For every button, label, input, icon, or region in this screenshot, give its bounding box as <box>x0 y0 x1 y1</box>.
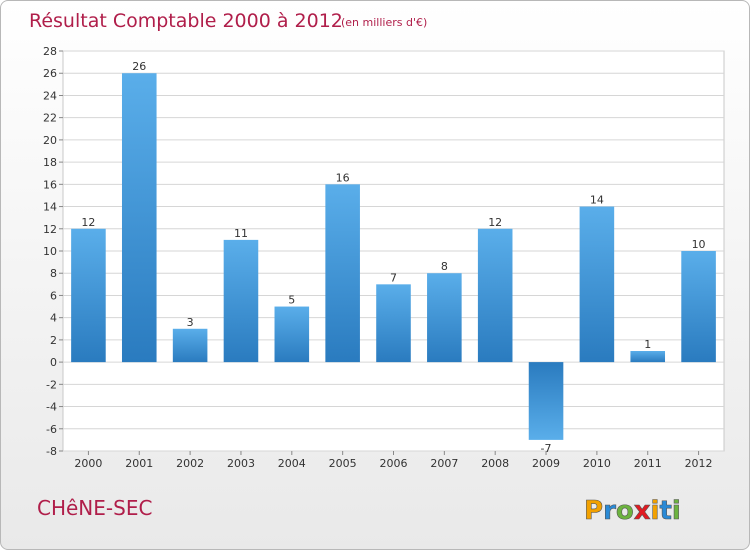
data-label-2007: 8 <box>441 260 448 273</box>
y-tick-label: 22 <box>43 112 57 125</box>
bar-2003 <box>223 239 259 363</box>
y-tick-label: 0 <box>50 356 57 369</box>
data-label-2006: 7 <box>390 271 397 284</box>
proxiti-logo: Proxiti <box>584 496 681 526</box>
bar-2009 <box>528 362 564 440</box>
y-tick-label: -8 <box>46 445 57 458</box>
chart-title: Résultat Comptable 2000 à 2012 <box>29 10 343 32</box>
logo-letter: i <box>672 496 681 526</box>
bar-2010 <box>579 206 615 363</box>
bar-2008 <box>477 228 513 363</box>
x-tick-label-2004: 2004 <box>278 457 306 470</box>
data-label-2008: 12 <box>488 216 502 229</box>
logo-letter: r <box>603 496 616 526</box>
y-tick-label: 28 <box>43 45 57 58</box>
x-tick-label-2006: 2006 <box>380 457 408 470</box>
y-tick-label: 10 <box>43 245 57 258</box>
x-tick-label-2007: 2007 <box>430 457 458 470</box>
y-tick-label: 24 <box>43 89 57 102</box>
bar-2002 <box>172 328 208 363</box>
bar-2006 <box>376 284 411 363</box>
logo-letter: x <box>634 496 651 526</box>
bar-2011 <box>630 351 666 363</box>
logo-letter: t <box>659 496 671 526</box>
x-tick-label-2003: 2003 <box>227 457 255 470</box>
data-label-2005: 16 <box>336 171 350 184</box>
data-label-2004: 5 <box>288 294 295 307</box>
data-label-2012: 10 <box>692 238 706 251</box>
y-tick-label: 6 <box>50 289 57 302</box>
y-tick-label: 8 <box>50 267 57 280</box>
bars <box>71 73 716 440</box>
x-tick-label-2001: 2001 <box>125 457 153 470</box>
data-label-2001: 26 <box>132 60 146 73</box>
data-label-2010: 14 <box>590 194 604 207</box>
x-tick-label-2005: 2005 <box>329 457 357 470</box>
data-labels: 12 26 3 11 5 16 7 8 12 -7 14 1 10 <box>81 60 705 455</box>
y-tick-label: -4 <box>46 401 57 414</box>
data-label-2003: 11 <box>234 227 248 240</box>
bar-2000 <box>71 228 106 363</box>
y-tick-label: 16 <box>43 178 57 191</box>
bar-2012 <box>681 251 716 363</box>
x-tick-label-2009: 2009 <box>532 457 560 470</box>
logo-letter: o <box>616 496 634 526</box>
chart-subtitle: (en milliers d'€) <box>341 16 427 29</box>
bar-2004 <box>274 306 310 363</box>
y-tick-label: 2 <box>50 334 57 347</box>
x-tick-label-2010: 2010 <box>583 457 611 470</box>
bar-2001 <box>121 73 157 363</box>
logo-letter: P <box>584 496 603 526</box>
data-label-2011: 1 <box>644 338 651 351</box>
data-label-2000: 12 <box>81 216 95 229</box>
y-tick-label: -2 <box>46 378 57 391</box>
x-axis-ticks: 2000 2001 2002 2003 2004 2005 2006 2007 2008 2009… <box>74 451 713 470</box>
x-tick-label-2012: 2012 <box>685 457 713 470</box>
bar-2007 <box>427 273 462 363</box>
data-label-2002: 3 <box>187 316 194 329</box>
commune-name: CHêNE-SEC <box>37 496 152 520</box>
x-tick-label-2011: 2011 <box>634 457 662 470</box>
x-tick-label-2000: 2000 <box>74 457 102 470</box>
y-tick-label: 20 <box>43 134 57 147</box>
data-label-2009: -7 <box>541 442 552 455</box>
y-tick-label: 14 <box>43 201 57 214</box>
x-tick-label-2008: 2008 <box>481 457 509 470</box>
x-tick-label-2002: 2002 <box>176 457 204 470</box>
y-tick-label: -6 <box>46 423 57 436</box>
y-tick-label: 12 <box>43 223 57 236</box>
y-tick-label: 18 <box>43 156 57 169</box>
logo-letter: i <box>651 496 660 526</box>
y-tick-label: 26 <box>43 67 57 80</box>
y-tick-label: 4 <box>50 312 57 325</box>
bar-2005 <box>325 184 360 363</box>
